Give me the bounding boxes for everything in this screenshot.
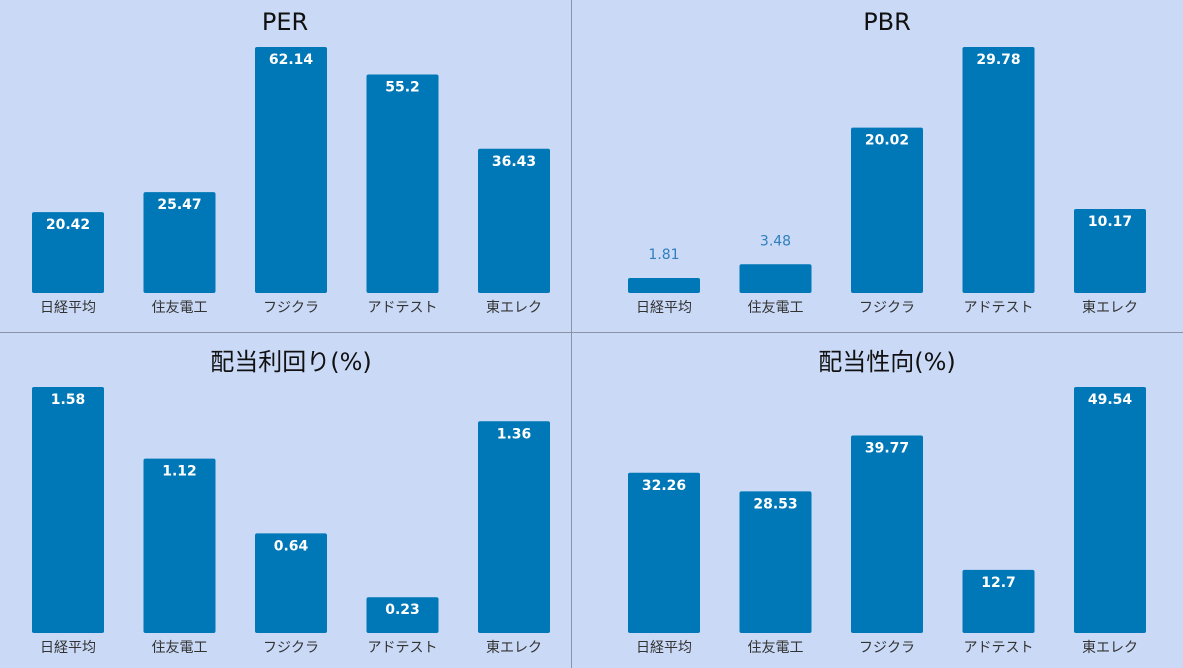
x-tick-label: 住友電工	[748, 640, 804, 656]
x-tick-label: 日経平均	[636, 300, 692, 316]
x-tick-label: 日経平均	[40, 300, 96, 316]
chart-panel-pbr: PBR 1.81 日経平均 3.48 住友電工 20.02 フジクラ 29.78 アドテスト 1…	[572, 0, 1183, 332]
chart-panel-per: PER 20.42 日経平均 25.47 住友電工 62.14 フジクラ 55.2 アドテスト…	[0, 0, 571, 332]
data-label: 1.58	[51, 392, 86, 408]
data-label: 1.81	[648, 247, 679, 263]
data-label: 62.14	[269, 52, 314, 68]
vertical-divider	[571, 0, 572, 668]
data-label: 1.36	[497, 426, 532, 442]
x-tick-label: 日経平均	[40, 640, 96, 656]
data-label: 3.48	[760, 233, 791, 249]
bar	[366, 74, 439, 293]
bar	[628, 278, 700, 293]
x-tick-label: 住友電工	[152, 300, 208, 316]
x-tick-label: 東エレク	[486, 640, 542, 656]
payout-ratio-chart: 配当性向(%) 32.26 日経平均 28.53 住友電工 39.77 フジクラ 12.7 ア…	[628, 348, 1146, 656]
bar	[851, 127, 923, 294]
data-label: 12.7	[981, 575, 1016, 591]
x-tick-label: 東エレク	[486, 300, 542, 316]
x-tick-label: フジクラ	[859, 640, 915, 656]
bar	[478, 421, 550, 633]
data-label: 39.77	[865, 441, 909, 457]
horizontal-divider	[0, 332, 1183, 333]
bar	[851, 435, 923, 633]
data-label: 20.42	[46, 217, 90, 233]
chart-panel-payout-ratio: 配当性向(%) 32.26 日経平均 28.53 住友電工 39.77 フジクラ 12.7 ア…	[572, 333, 1183, 668]
pbr-chart: PBR 1.81 日経平均 3.48 住友電工 20.02 フジクラ 29.78 アドテスト 1…	[628, 8, 1146, 316]
data-label: 49.54	[1088, 392, 1133, 408]
dividend-yield-chart: 配当利回り(%) 1.58 日経平均 1.12 住友電工 0.64 フジクラ 0.23 アドテ…	[32, 348, 550, 656]
bar	[962, 47, 1035, 293]
x-tick-label: アドテスト	[964, 640, 1034, 656]
bar	[739, 491, 812, 633]
data-label: 29.78	[976, 52, 1020, 68]
chart-title: PBR	[863, 8, 911, 36]
per-chart: PER 20.42 日経平均 25.47 住友電工 62.14 フジクラ 55.2 アドテスト…	[32, 8, 550, 316]
chart-panel-dividend-yield: 配当利回り(%) 1.58 日経平均 1.12 住友電工 0.64 フジクラ 0.23 アドテ…	[0, 333, 571, 668]
chart-title: 配当性向(%)	[818, 348, 956, 376]
bar	[255, 47, 327, 293]
bar	[255, 533, 327, 633]
bar	[143, 192, 216, 293]
chart-title: 配当利回り(%)	[210, 348, 372, 376]
data-label: 25.47	[157, 197, 201, 213]
data-label: 0.23	[385, 602, 420, 618]
x-tick-label: 東エレク	[1082, 300, 1138, 316]
data-label: 32.26	[642, 478, 686, 494]
data-label: 36.43	[492, 154, 536, 170]
x-tick-label: フジクラ	[263, 300, 319, 316]
bar	[32, 387, 104, 633]
bar	[628, 472, 700, 633]
bar	[1074, 387, 1146, 633]
x-tick-label: フジクラ	[859, 300, 915, 316]
bar	[962, 569, 1035, 633]
bar	[478, 148, 550, 293]
x-tick-label: フジクラ	[263, 640, 319, 656]
bar	[143, 458, 216, 633]
x-tick-label: アドテスト	[964, 300, 1034, 316]
x-tick-label: 住友電工	[748, 300, 804, 316]
data-label: 20.02	[865, 133, 909, 149]
x-tick-label: アドテスト	[368, 640, 438, 656]
bar	[1074, 208, 1146, 293]
x-tick-label: 住友電工	[152, 640, 208, 656]
bar	[366, 597, 439, 633]
data-label: 0.64	[274, 538, 309, 554]
data-label: 28.53	[753, 496, 797, 512]
data-label: 10.17	[1088, 214, 1132, 230]
bar	[32, 212, 104, 293]
x-tick-label: 東エレク	[1082, 640, 1138, 656]
x-tick-label: 日経平均	[636, 640, 692, 656]
chart-title: PER	[262, 8, 308, 36]
data-label: 55.2	[385, 79, 420, 95]
data-label: 1.12	[162, 464, 197, 480]
bar	[739, 264, 812, 293]
x-tick-label: アドテスト	[368, 300, 438, 316]
